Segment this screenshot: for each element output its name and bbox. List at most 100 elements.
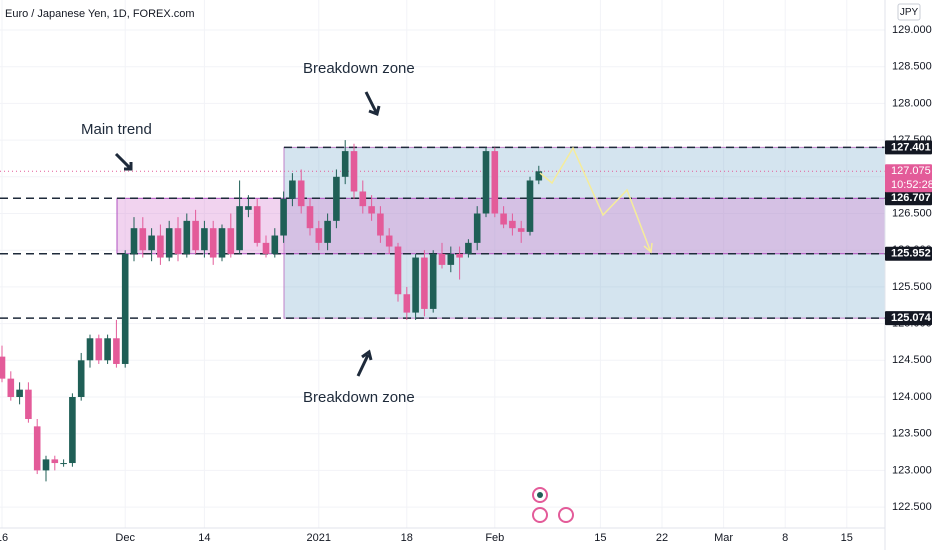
candle-body (86, 338, 94, 361)
candle-body (121, 253, 129, 364)
candle-body (262, 242, 270, 254)
annotation: Breakdown zone (303, 389, 415, 406)
candle-body (51, 459, 59, 464)
zone (116, 197, 886, 255)
price-axis: 122.500 123.000 123.500 124.000 124.500 125.0… (0, 24, 932, 544)
annotation: Main trend (81, 121, 152, 138)
candle-body (385, 235, 393, 247)
x-tick-label: Mar (714, 532, 733, 544)
candle-body (130, 228, 138, 254)
x-tick-label: 2021 (307, 532, 331, 544)
candle-body (350, 151, 358, 192)
x-tick-label: 15 (594, 532, 606, 544)
candle-body (341, 151, 349, 177)
x-tick-label: Feb (485, 532, 504, 544)
arrow (114, 152, 133, 171)
candle-body (456, 253, 463, 258)
y-tick-label: 123.000 (892, 464, 932, 476)
candle-body (113, 338, 120, 364)
grid (0, 0, 885, 528)
candle-body (412, 257, 419, 313)
y-tick-label: 128.500 (892, 61, 932, 73)
event-icon[interactable] (558, 507, 574, 523)
candle-body (69, 396, 76, 464)
candle-body (236, 206, 243, 251)
price-label: 125.074 (891, 312, 932, 324)
candle-body (245, 206, 252, 210)
price-label: 127.401 (891, 141, 931, 153)
candle-body (394, 246, 402, 295)
candle-body (104, 338, 111, 361)
candle-body (209, 228, 217, 258)
event-icon[interactable] (532, 507, 548, 523)
current-price-label: 127.075 (891, 165, 931, 177)
x-tick-label: 22 (656, 532, 668, 544)
arrow (364, 91, 381, 116)
candle-body (253, 206, 261, 243)
candle-body (289, 180, 296, 199)
y-tick-label: 124.000 (892, 391, 932, 403)
y-tick-label: 123.500 (892, 428, 932, 440)
price-label-bg (885, 140, 932, 155)
candle-body (227, 228, 235, 254)
candle-body (0, 356, 6, 379)
x-tick-label: 14 (198, 532, 210, 544)
y-tick-label: 128.000 (892, 97, 932, 109)
x-tick-label: Dec (115, 532, 135, 544)
candle-body (201, 228, 208, 251)
candle-body (42, 459, 50, 471)
candle-body (192, 220, 199, 251)
annotation: Breakdown zone (303, 60, 415, 77)
y-tick-label: 122.500 (892, 501, 932, 513)
currency: JPY (900, 7, 919, 18)
candle-body (324, 220, 331, 243)
candle-body (517, 228, 525, 232)
y-tick-label: 124.500 (892, 354, 932, 366)
candle-body (377, 213, 384, 236)
candle-body (535, 171, 543, 181)
chart-title: Euro / Japanese Yen, 1D, FOREX.com (5, 8, 195, 20)
candle-body (403, 294, 411, 313)
arrow (356, 349, 373, 377)
price-label-bg (885, 311, 932, 326)
candle-body (306, 206, 314, 229)
current-price-bg (885, 164, 932, 193)
candle-body (271, 235, 279, 254)
candle-body (333, 176, 340, 221)
x-tick-label: 16 (0, 532, 8, 544)
price-label: 126.707 (891, 192, 931, 204)
projection-path (539, 146, 651, 251)
y-tick-label: 125.500 (892, 281, 932, 293)
price-label-bg (885, 246, 932, 261)
candle-body (174, 228, 182, 254)
candle-body (421, 257, 428, 309)
candle-body (509, 220, 516, 229)
candle-body (95, 338, 103, 361)
candle-body (315, 228, 323, 243)
x-tick-label: 15 (841, 532, 853, 544)
candle-body (482, 151, 490, 214)
candle-body (297, 180, 305, 207)
candle-body (526, 180, 534, 232)
zone (283, 146, 886, 319)
candle-body (183, 220, 191, 254)
candle-body (16, 389, 23, 397)
price-label-bg (885, 191, 932, 206)
candle-body (33, 426, 41, 471)
candle-body (148, 235, 155, 251)
candle-body (447, 253, 455, 265)
candle-body (77, 360, 85, 397)
candle-body (429, 253, 437, 309)
candle-body (60, 463, 67, 465)
candle-body (139, 228, 147, 251)
candle-body (438, 253, 446, 265)
y-tick-label: 129.000 (892, 24, 932, 36)
candle-body (473, 213, 481, 243)
candle-body (359, 191, 367, 207)
zones (0, 146, 886, 319)
candle-body (465, 242, 472, 254)
currency-box[interactable] (897, 3, 921, 21)
candles (0, 140, 543, 482)
x-tick-label: 8 (782, 532, 788, 544)
